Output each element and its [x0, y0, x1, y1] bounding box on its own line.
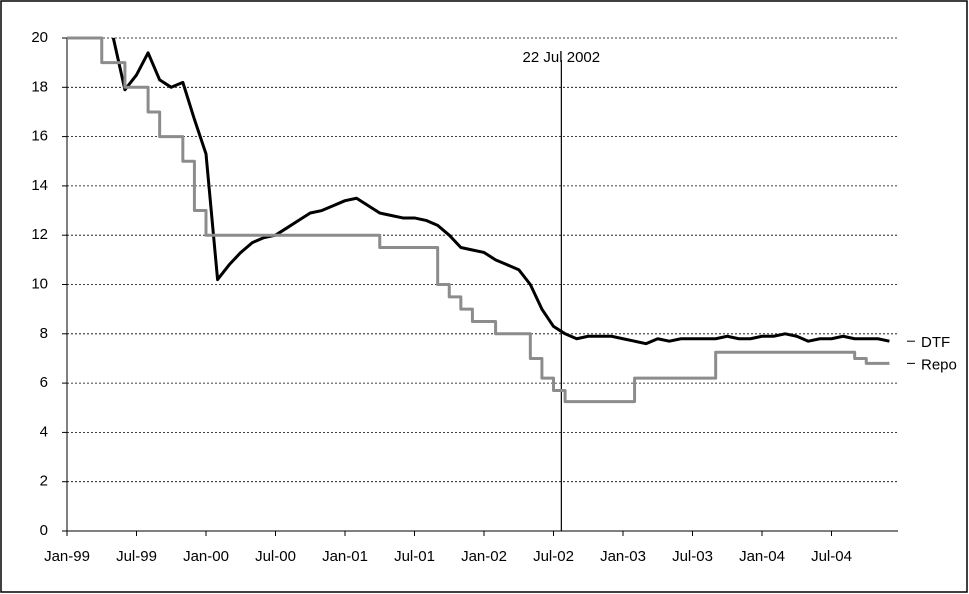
y-tick-label: 12 — [31, 226, 48, 243]
y-tick-label: 8 — [40, 325, 48, 342]
y-tick-label: 20 — [31, 29, 48, 46]
x-tick-label: Jul-00 — [255, 548, 296, 565]
annotation-label: 22 Jul 2002 — [523, 49, 601, 66]
x-tick-label: Jan-01 — [322, 548, 368, 565]
x-tick-label: Jan-99 — [44, 548, 90, 565]
x-tick-label: Jul-04 — [811, 548, 852, 565]
series-line — [111, 37, 890, 346]
y-tick-label: 4 — [40, 423, 48, 440]
x-tick-label: Jan-00 — [183, 548, 229, 565]
x-tick-label: Jan-03 — [600, 548, 646, 565]
legend-label: DTF — [921, 334, 950, 351]
y-tick-label: 2 — [40, 473, 48, 490]
x-tick-label: Jan-04 — [739, 548, 785, 565]
y-tick-label: 14 — [31, 177, 48, 194]
x-tick-label: Jul-01 — [394, 548, 435, 565]
legend-label: Repo — [921, 356, 957, 373]
y-tick-label: 18 — [31, 78, 48, 95]
y-tick-label: 6 — [40, 374, 48, 391]
series-line — [67, 36, 890, 404]
y-tick-label: 0 — [40, 522, 48, 539]
x-tick-label: Jul-02 — [533, 548, 574, 565]
x-tick-label: Jul-99 — [116, 548, 157, 565]
x-tick-label: Jan-02 — [461, 548, 507, 565]
x-tick-label: Jul-03 — [672, 548, 713, 565]
y-tick-label: 10 — [31, 275, 48, 292]
y-tick-label: 16 — [31, 128, 48, 145]
